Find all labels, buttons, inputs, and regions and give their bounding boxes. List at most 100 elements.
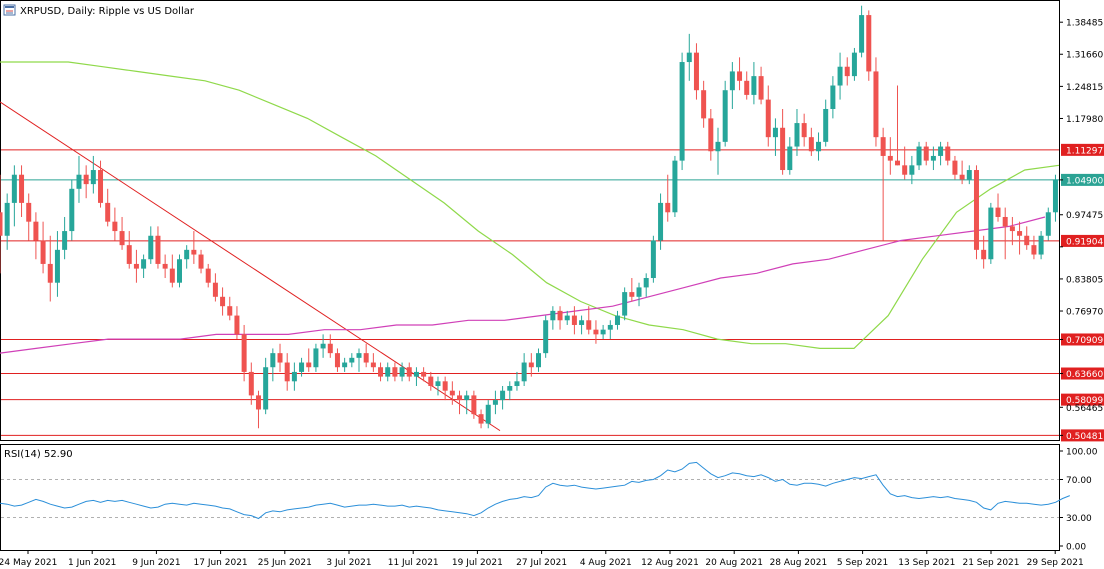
candle-body [334,353,340,368]
candle-body [528,362,534,368]
candle-body [370,362,376,368]
rsi-axis: 100.00 70.00 30.00 0.00 [1059,448,1098,553]
candle-body [406,367,412,377]
candle-body [744,80,750,95]
candle-body [234,315,240,335]
candle-body [643,278,649,288]
candle-body [751,76,757,95]
price-tick-label: 1.24815 [1066,83,1103,93]
candle-body [966,170,972,180]
candle-body [507,386,513,391]
level-label: 1.04900 [1066,176,1103,186]
moving-averages [0,61,1060,354]
candle-body [169,268,175,283]
candle-body [385,367,391,377]
candle-body [4,202,10,236]
candle-body [471,395,477,415]
candle-body [801,123,807,138]
date-tick-label: 25 Jun 2021 [258,558,312,568]
candle-body [981,249,987,260]
candle-body [399,367,405,377]
candle-body [478,414,484,424]
candle-body [952,160,958,175]
candle-body [263,367,269,410]
candle-body [212,282,218,297]
candle-body [356,353,362,358]
candle-body [291,371,297,382]
candle-body [600,329,606,335]
price-tick-label: 0.76970 [1066,308,1103,318]
rsi-title: RSI(14) 52.90 [4,449,73,460]
candle-body [177,259,182,283]
candle-body [895,160,900,166]
candle-body [11,174,17,203]
candle-body [1002,216,1008,227]
level-label-box [1061,143,1104,156]
candle-body [299,362,305,372]
price-axis: 1.11297 1.04900 0.91904 0.70909 0.63660 0.580… [1059,19,1104,442]
level-label-box [1061,234,1104,247]
candle-body [959,174,965,180]
level-label-box [1061,367,1104,380]
candle-body [500,390,506,401]
candle-body [1009,226,1015,232]
candle-body [449,390,455,396]
date-axis: 24 May 2021 1 Jun 2021 9 Jun 2021 17 Jun 20… [0,550,1084,568]
candle-body [672,160,678,213]
candle-body [586,320,592,330]
candle-body [887,155,893,161]
candle-body [255,395,261,410]
candle-body [938,146,944,156]
candle-body [313,348,319,368]
candle-body [248,371,254,396]
candle-body [1017,231,1023,236]
rsi-tick-label: 0.00 [1066,543,1086,553]
candle-body [155,235,161,264]
date-tick-label: 11 Jul 2021 [388,558,439,568]
rsi-line [0,461,1070,520]
level-label-box [1061,393,1104,406]
candle-body [133,263,139,269]
candle-body [198,254,204,269]
candle-body [765,99,771,138]
price-tick-label: 0.97475 [1066,211,1103,221]
candles [0,5,1058,429]
level-label: 0.63660 [1066,370,1103,380]
candle-body [83,174,89,185]
price-tick-label: 1.31660 [1066,51,1103,61]
candle-body [722,90,728,142]
price-tick-label: 1.17980 [1066,115,1103,125]
candle-body [679,62,685,161]
candle-body [579,320,585,325]
candle-body [47,263,53,283]
candle-body [622,292,628,316]
candle-body [457,395,463,401]
candle-body [0,212,3,236]
candle-body [428,376,434,387]
candle-body [205,268,211,283]
candle-body [1024,235,1030,246]
candle-body [629,292,635,297]
candle-body [141,259,147,269]
rsi-tick-label: 30.00 [1066,514,1092,524]
date-tick-label: 4 Aug 2021 [580,558,632,568]
candle-body [607,324,613,330]
date-tick-label: 12 Aug 2021 [641,558,699,568]
candle-body [930,155,936,161]
candle-body [636,287,642,297]
candle-body [98,170,104,203]
moving-average-long-line [0,216,1046,354]
candle-body [1045,212,1051,236]
candle-body [593,329,599,335]
moving-average-slow-line [0,61,1060,349]
candle-body [327,343,333,354]
candle-body [435,381,441,387]
candle-body [823,108,829,142]
candle-body [492,400,498,405]
level-label-box [1061,429,1104,442]
candle-body [442,381,448,391]
date-tick-label: 27 Jul 2021 [516,558,567,568]
candle-body [536,353,541,368]
candle-body [658,202,664,241]
